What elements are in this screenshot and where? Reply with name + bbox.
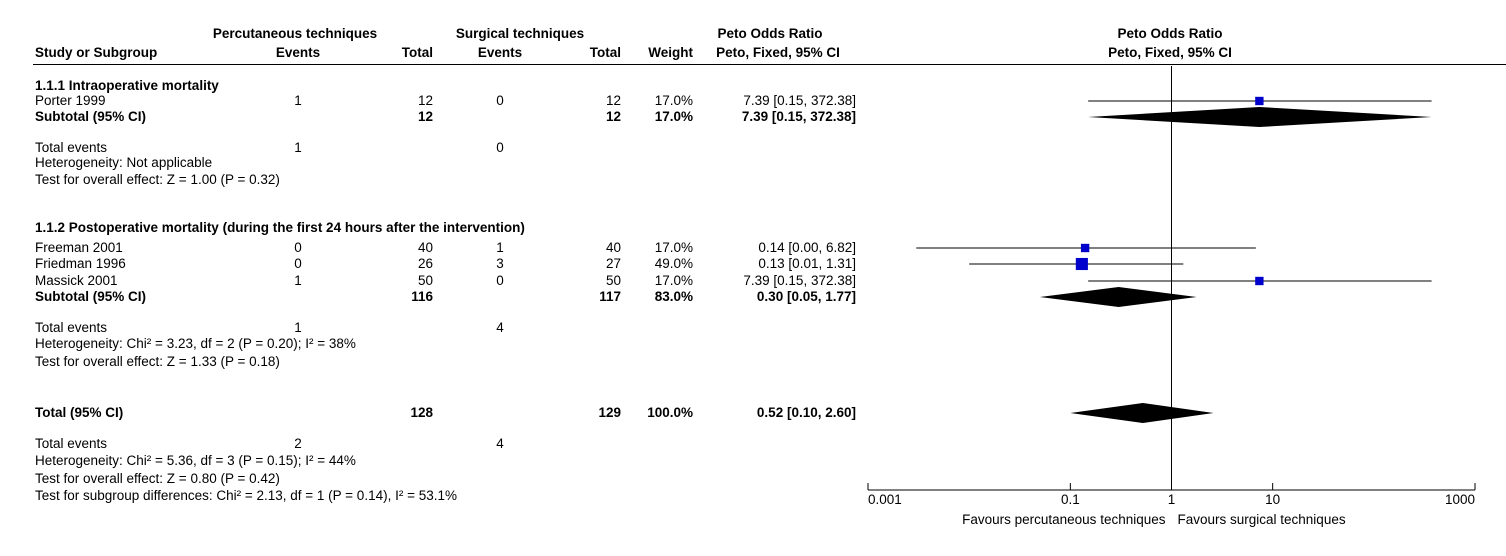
cell-ci: 0.52 [0.10, 2.60] (756, 405, 856, 420)
group-ctrl-heading: Surgical techniques (455, 26, 585, 41)
x-tick-label: 1000 (1445, 492, 1475, 507)
cell-t1: 26 (417, 256, 433, 271)
x-tick-label: 10 (1265, 492, 1280, 507)
cell-w: 100.0% (647, 405, 693, 420)
cell-e1: 1 (294, 93, 302, 108)
cell-e2: 4 (496, 320, 504, 335)
cell-e2: 0 (496, 140, 504, 155)
cell-t2: 129 (598, 405, 621, 420)
col-total2-heading: Total (589, 45, 621, 60)
cell-e1: 1 (294, 273, 302, 288)
pooled-diamond (1039, 287, 1197, 307)
cell-ci: 0.14 [0.00, 6.82] (758, 240, 856, 255)
row-label: Massick 2001 (35, 273, 118, 288)
col-events2-heading: Events (477, 45, 523, 60)
x-tick-label: 0.1 (1061, 492, 1080, 507)
favours-left-label: Favours percutaneous techniques (962, 512, 1166, 527)
row-label: Heterogeneity: Chi² = 5.36, df = 3 (P = … (35, 453, 356, 468)
cell-e2: 0 (496, 93, 504, 108)
col-total1-heading: Total (401, 45, 433, 60)
cell-ci: 0.13 [0.01, 1.31] (758, 256, 856, 271)
col-ci-heading: Peto, Fixed, 95% CI (716, 45, 840, 60)
plot-subtitle: Peto, Fixed, 95% CI (1108, 45, 1232, 60)
row-label: Heterogeneity: Chi² = 3.23, df = 2 (P = … (35, 336, 356, 351)
cell-t2: 27 (605, 256, 621, 271)
cell-w: 17.0% (654, 273, 693, 288)
study-square (1255, 276, 1264, 286)
cell-t2: 40 (605, 240, 621, 255)
cell-w: 17.0% (654, 93, 693, 108)
row-label: Test for subgroup differences: Chi² = 2.… (35, 488, 457, 503)
cell-e1: 0 (294, 240, 302, 255)
row-label: Heterogeneity: Not applicable (35, 155, 213, 170)
cell-t2: 50 (605, 273, 621, 288)
row-label: Total events (35, 140, 108, 155)
cell-e2: 0 (496, 273, 504, 288)
cell-t2: 12 (605, 109, 621, 124)
col-study-heading: Study or Subgroup (35, 45, 158, 60)
cell-t1: 128 (410, 405, 433, 420)
cell-e1: 1 (294, 320, 302, 335)
cell-t1: 50 (417, 273, 433, 288)
col-events1-heading: Events (275, 45, 321, 60)
cell-t1: 12 (417, 93, 433, 108)
row-label: 1.1.1 Intraoperative mortality (35, 78, 219, 93)
study-square (1075, 257, 1088, 271)
row-label: Friedman 1996 (35, 256, 126, 271)
row-label: Test for overall effect: Z = 0.80 (P = 0… (35, 471, 280, 486)
cell-t1: 116 (411, 289, 433, 304)
or-heading: Peto Odds Ratio (717, 26, 823, 41)
study-square (1255, 96, 1264, 106)
cell-e1: 0 (294, 256, 302, 271)
pooled-diamond (1088, 107, 1432, 127)
favours-right-label: Favours surgical techniques (1178, 512, 1346, 527)
group-exp-heading: Percutaneous techniques (212, 26, 378, 41)
cell-ci: 7.39 [0.15, 372.38] (741, 109, 856, 124)
cell-w: 17.0% (654, 109, 693, 124)
cell-t1: 40 (417, 240, 433, 255)
cell-w: 49.0% (654, 256, 693, 271)
cell-e2: 4 (496, 436, 504, 451)
cell-t2: 117 (599, 289, 621, 304)
cell-w: 17.0% (654, 240, 693, 255)
cell-e2: 3 (496, 256, 504, 271)
cell-e1: 1 (294, 140, 302, 155)
cell-ci: 7.39 [0.15, 372.38] (743, 273, 856, 288)
row-label: Subtotal (95% CI) (35, 289, 147, 304)
row-label: Test for overall effect: Z = 1.00 (P = 0… (35, 172, 280, 187)
cell-t1: 12 (417, 109, 433, 124)
cell-e2: 1 (496, 240, 504, 255)
x-tick-label: 0.001 (868, 492, 902, 507)
row-label: Total events (35, 436, 108, 451)
study-square (1080, 243, 1090, 253)
row-label: Total (95% CI) (35, 405, 124, 420)
row-label: Porter 1999 (35, 93, 106, 108)
row-label: Test for overall effect: Z = 1.33 (P = 0… (35, 354, 280, 369)
x-tick-label: 1 (1168, 492, 1176, 507)
row-label: Subtotal (95% CI) (35, 109, 147, 124)
row-label: Freeman 2001 (35, 240, 123, 255)
cell-w: 83.0% (654, 289, 693, 304)
cell-ci: 7.39 [0.15, 372.38] (743, 93, 856, 108)
cell-ci: 0.30 [0.05, 1.77] (756, 289, 856, 304)
col-weight-heading: Weight (648, 45, 693, 60)
cell-e1: 2 (294, 436, 302, 451)
row-label: 1.1.2 Postoperative mortality (during th… (35, 220, 525, 235)
row-label: Total events (35, 320, 108, 335)
plot-title: Peto Odds Ratio (1117, 26, 1223, 41)
cell-t2: 12 (605, 93, 621, 108)
pooled-diamond (1070, 403, 1214, 423)
